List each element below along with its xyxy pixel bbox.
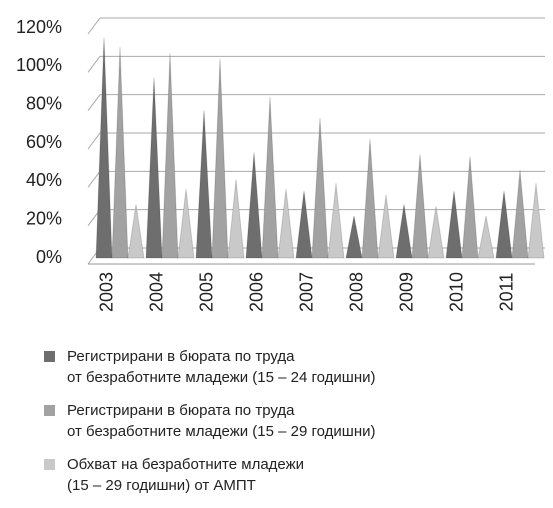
x-tick-label: 2010 [446, 272, 466, 312]
bar [261, 96, 279, 259]
bar [177, 188, 195, 259]
x-tick-label: 2008 [346, 272, 366, 312]
bar [161, 52, 179, 259]
legend-item: Регистрирани в бюрата по труда от безраб… [44, 400, 544, 454]
bar [127, 204, 145, 259]
bar [295, 190, 313, 259]
bar [395, 204, 413, 259]
bar [327, 183, 345, 259]
legend-item: Обхват на безработните младежи (15 – 29 … [44, 454, 544, 508]
bar [445, 190, 463, 259]
grid-line [87, 132, 101, 150]
bar [361, 139, 379, 259]
bar [345, 215, 363, 259]
bar [311, 118, 329, 259]
bar [461, 156, 479, 259]
bar [527, 183, 545, 259]
bar [511, 169, 529, 259]
y-tick-label: 40% [26, 170, 62, 190]
legend-swatch [44, 405, 55, 416]
grid-line [87, 171, 101, 188]
legend-label: Регистрирани в бюрата по труда от безраб… [67, 402, 376, 440]
bar [211, 58, 229, 259]
bar [245, 152, 263, 259]
bar [111, 47, 129, 259]
grid-line [87, 94, 101, 111]
chart: 0% 20% 40% 60% 80% 100% 120% 2003 2004 2005 2006 20… [16, 17, 545, 312]
legend-swatch [44, 459, 55, 470]
y-tick-label: 100% [16, 55, 62, 75]
x-tick-label: 2004 [146, 272, 166, 312]
legend-label: Регистрирани в бюрата по труда от безраб… [67, 348, 376, 386]
x-tick-label: 2011 [496, 273, 516, 312]
bar [227, 179, 245, 259]
legend-item: Регистрирани в бюрата по труда от безраб… [44, 346, 544, 400]
y-tick-label: 0% [36, 247, 62, 267]
legend-swatch [44, 351, 55, 362]
x-tick-label: 2009 [396, 272, 416, 312]
x-tick-label: 2007 [296, 272, 316, 312]
legend-label: Обхват на безработните младежи (15 – 29 … [67, 456, 304, 494]
legend: Регистрирани в бюрата по труда от безраб… [44, 346, 544, 508]
bar [145, 77, 163, 259]
bar [277, 188, 295, 259]
y-tick-label: 120% [16, 17, 62, 37]
bar [495, 190, 513, 259]
bar [95, 37, 113, 259]
grid-line [87, 56, 101, 73]
bar [377, 194, 395, 259]
bar [195, 110, 213, 259]
bar [427, 206, 445, 259]
bar [411, 154, 429, 259]
x-tick-label: 2005 [196, 272, 216, 312]
y-tick-label: 60% [26, 132, 62, 152]
x-tick-label: 2003 [96, 272, 116, 312]
grid-line [87, 17, 101, 35]
bar [477, 215, 495, 259]
y-tick-label: 80% [26, 93, 62, 113]
x-tick-label: 2006 [246, 272, 266, 312]
y-tick-label: 20% [26, 208, 62, 228]
